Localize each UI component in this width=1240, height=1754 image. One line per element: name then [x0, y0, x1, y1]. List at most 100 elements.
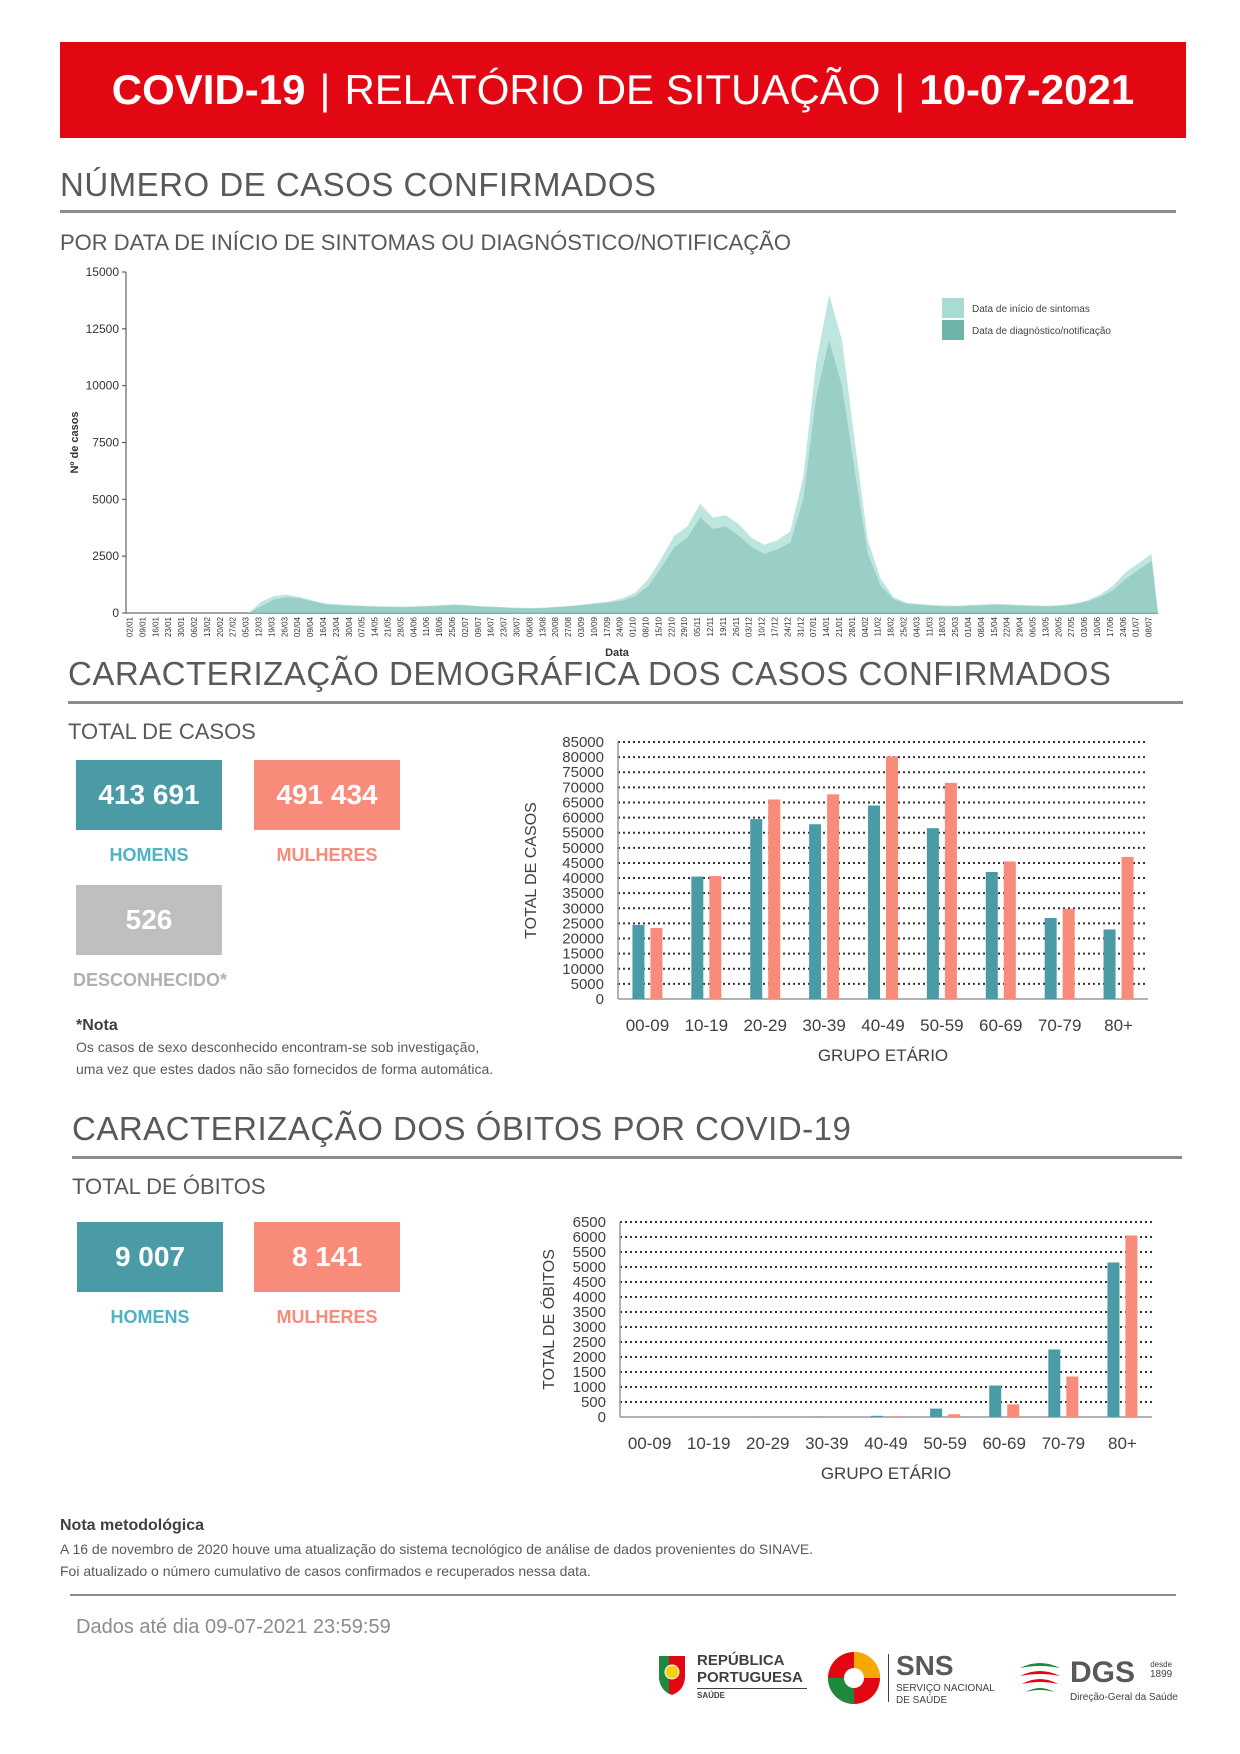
x-tick-label: 04/03	[912, 616, 921, 637]
x-tick-label: 70-79	[1038, 1016, 1081, 1035]
y-tick-label: 500	[581, 1394, 606, 1411]
cases-by-age-chart: 0500010000150002000025000300003500040000…	[523, 734, 1148, 1065]
logo2-title: SNS	[896, 1650, 954, 1681]
y-tick-label: 12500	[86, 322, 120, 336]
x-tick-label: 25/02	[899, 616, 908, 637]
x-tick-label: 20/02	[216, 616, 225, 637]
dgs-logo: DGS desde 1899 Direção-Geral da Saúde	[1018, 1656, 1180, 1704]
y-tick-label: 3000	[573, 1319, 606, 1336]
legend-swatch	[942, 320, 964, 340]
cases-unknown-label: DESCONHECIDO*	[72, 970, 228, 990]
data-until-text: Dados até dia 09-07-2021 23:59:59	[76, 1616, 391, 1638]
y-axis-title: TOTAL DE CASOS	[523, 802, 540, 939]
note-line-2: uma vez que estes dados não são fornecid…	[76, 1061, 494, 1077]
bar-women	[889, 1416, 901, 1417]
x-tick-label: 80+	[1104, 1016, 1133, 1035]
x-tick-label: 17/12	[770, 616, 779, 637]
x-tick-label: 00-09	[628, 1434, 671, 1453]
y-axis-title: TOTAL DE ÓBITOS	[539, 1249, 558, 1390]
section-deaths-rule	[72, 1156, 1182, 1159]
bar-women	[886, 756, 898, 999]
series-area-symptoms	[126, 294, 1158, 613]
logo1-line3: SAÚDE	[697, 1691, 726, 1700]
note-text: Os casos de sexo desconhecido encontram-…	[76, 1036, 493, 1080]
x-tick-label: 10-19	[685, 1016, 728, 1035]
x-tick-label: 23/04	[332, 616, 341, 637]
y-tick-label: 5000	[571, 976, 604, 993]
bar-men	[868, 805, 880, 999]
x-tick-label: 70-79	[1042, 1434, 1085, 1453]
x-tick-label: 11/02	[874, 616, 883, 636]
method-note-title: Nota metodológica	[60, 1517, 205, 1534]
logo3-since: desde	[1150, 1660, 1173, 1669]
y-tick-label: 2500	[92, 549, 119, 563]
x-tick-label: 26/03	[280, 616, 289, 637]
x-tick-label: 18/06	[435, 616, 444, 637]
y-tick-label: 20000	[562, 931, 604, 948]
x-tick-label: 30/04	[345, 616, 354, 637]
bar-women	[650, 927, 663, 999]
total-deaths-subtitle: TOTAL DE ÓBITOS	[72, 1174, 266, 1199]
x-tick-label: 03/09	[577, 616, 586, 637]
x-tick-label: 06/02	[190, 616, 199, 637]
x-tick-label: 09/01	[138, 616, 147, 637]
y-tick-label: 70000	[562, 779, 604, 796]
y-tick-label: 4000	[573, 1289, 606, 1306]
x-tick-label: 09/07	[474, 616, 483, 637]
logo2-line1: SERVIÇO NACIONAL	[896, 1683, 995, 1694]
x-tick-label: 80+	[1108, 1434, 1137, 1453]
x-tick-label: 08/04	[977, 616, 986, 637]
bar-women	[768, 799, 781, 999]
y-tick-label: 15000	[86, 265, 120, 279]
x-tick-label: 27/05	[1067, 616, 1076, 637]
x-tick-label: 50-59	[923, 1434, 966, 1453]
y-tick-label: 0	[112, 606, 119, 620]
republica-emblem-icon	[659, 1656, 685, 1695]
dgs-emblem-icon	[1020, 1663, 1060, 1692]
y-tick-label: 2000	[573, 1349, 606, 1366]
x-tick-label: 30/07	[512, 616, 521, 637]
x-tick-label: 15/04	[990, 616, 999, 637]
deaths-women-label: MULHERES	[276, 1307, 378, 1327]
y-tick-label: 35000	[562, 885, 604, 902]
series-area-notification	[126, 340, 1158, 613]
y-tick-label: 25000	[562, 915, 604, 932]
bar-men	[632, 924, 645, 999]
x-tick-label: 16/01	[151, 616, 160, 637]
x-tick-label: 24/09	[616, 616, 625, 637]
legend-label: Data de início de sintomas	[972, 304, 1090, 315]
bar-men	[1107, 1262, 1120, 1417]
x-tick-label: 14/01	[822, 616, 831, 637]
cases-unknown-box: 526	[76, 885, 222, 955]
x-tick-label: 29/10	[680, 616, 689, 637]
x-tick-label: 27/08	[564, 616, 573, 637]
x-tick-label: 13/05	[1041, 616, 1050, 637]
x-tick-label: 10-19	[687, 1434, 730, 1453]
y-tick-label: 1500	[573, 1364, 606, 1381]
y-tick-label: 6500	[573, 1214, 606, 1231]
header-separator-2: |	[894, 66, 906, 113]
x-tick-label: 16/07	[487, 616, 496, 637]
x-tick-label: 21/05	[383, 616, 392, 637]
x-tick-label: 08/07	[1145, 616, 1154, 637]
x-tick-label: 14/05	[371, 616, 380, 637]
y-tick-label: 2500	[573, 1334, 606, 1351]
report-header: COVID-19 | RELATÓRIO DE SITUAÇÃO | 10-07…	[60, 42, 1186, 138]
x-tick-label: 05/11	[693, 616, 702, 636]
section-demographic-title: CARACTERIZAÇÃO DEMOGRÁFICA DOS CASOS CON…	[68, 655, 1112, 692]
bar-women	[1003, 861, 1016, 999]
x-tick-label: 10/12	[758, 616, 767, 637]
bar-women	[827, 794, 840, 999]
x-tick-label: 31/12	[796, 616, 805, 637]
x-tick-label: 06/05	[1028, 616, 1037, 637]
bar-men	[871, 1415, 883, 1417]
y-tick-label: 40000	[562, 870, 604, 887]
y-tick-label: 50000	[562, 840, 604, 857]
deaths-by-age-chart: 0500100015002000250030003500400045005000…	[539, 1214, 1152, 1483]
x-tick-label: 15/10	[654, 616, 663, 637]
x-tick-label: 29/04	[1016, 616, 1025, 637]
y-tick-label: 5000	[573, 1259, 606, 1276]
deaths-women-box: 8 141	[254, 1222, 400, 1292]
bar-women	[1062, 908, 1075, 999]
x-tick-label: 12/11	[706, 616, 715, 636]
